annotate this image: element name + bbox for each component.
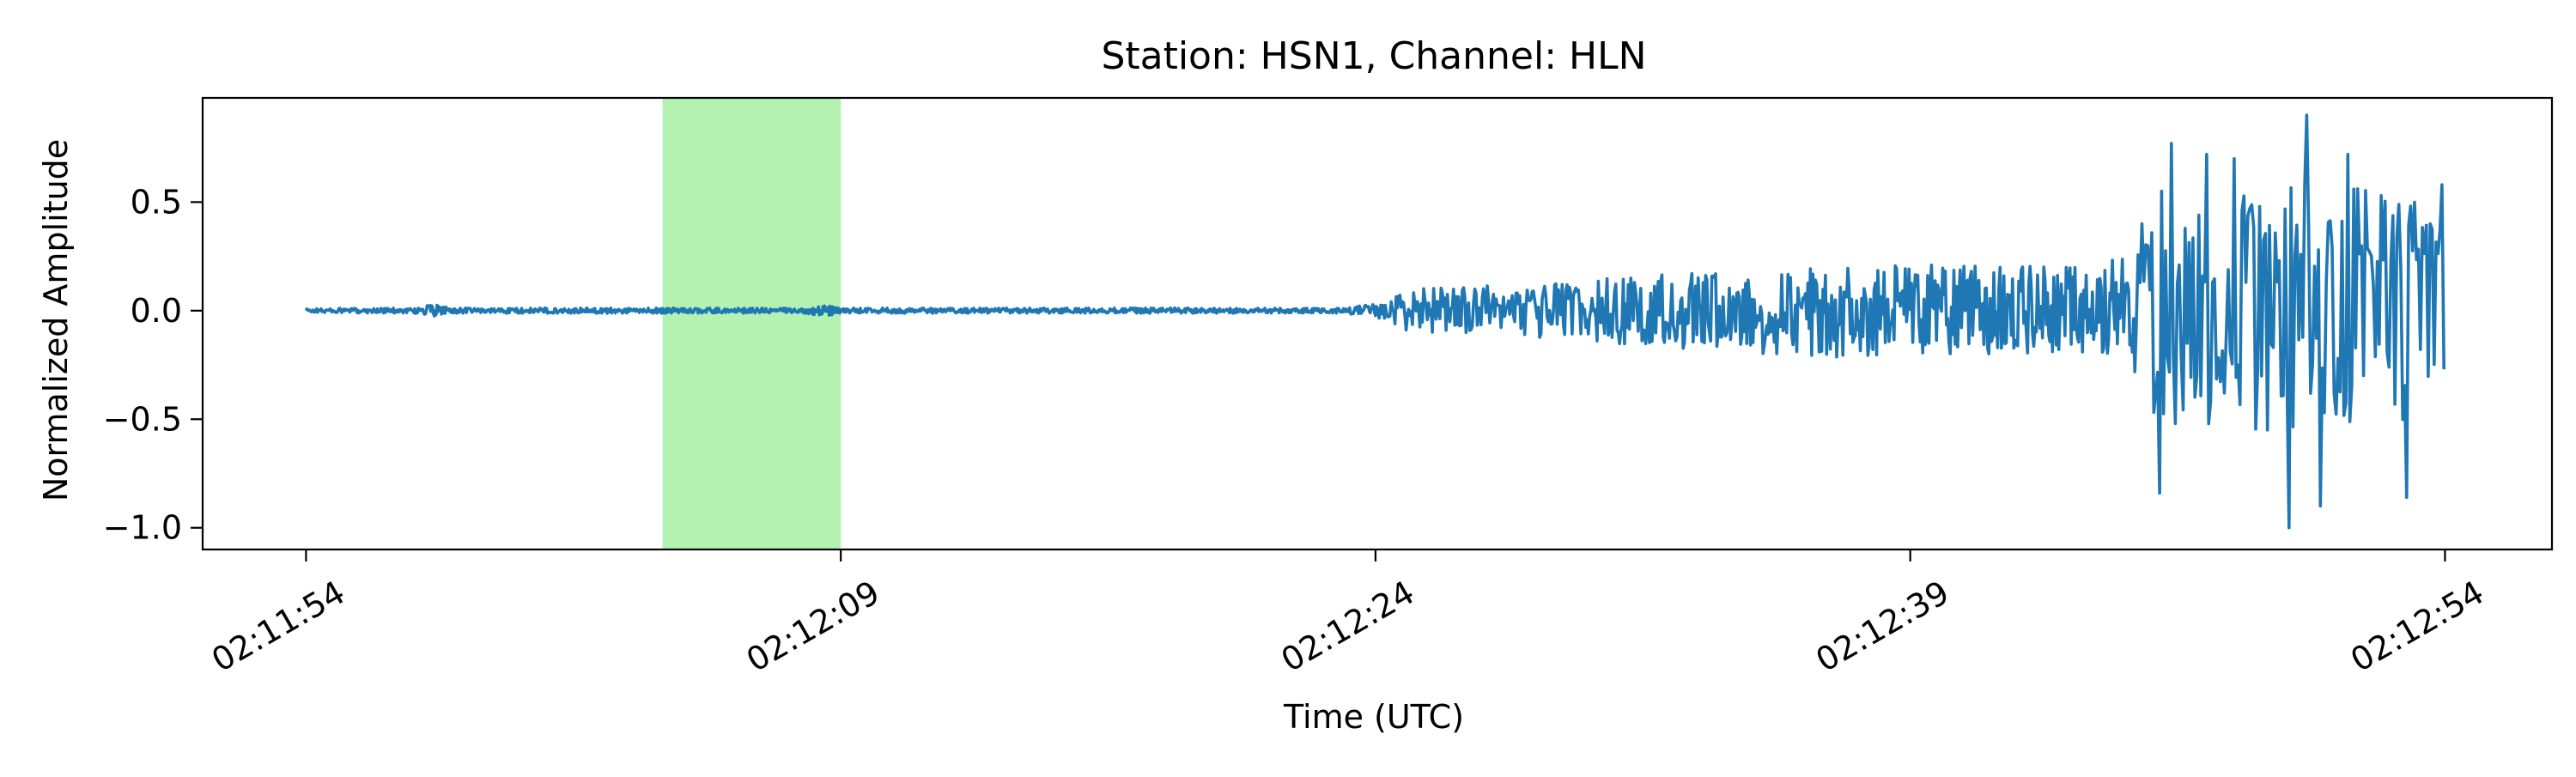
x-tick-label: 02:12:09 — [740, 574, 886, 679]
y-axis: 0.5 0.0 −0.5 −1.0 — [103, 183, 203, 547]
x-tick-label: 02:12:39 — [1809, 574, 1955, 679]
y-tick-label: 0.5 — [131, 183, 182, 221]
y-tick-label: −0.5 — [103, 400, 182, 438]
x-tick-label: 02:11:54 — [205, 574, 351, 679]
y-tick-label: 0.0 — [131, 292, 182, 330]
highlight-window — [662, 98, 841, 549]
x-tick-label: 02:12:54 — [2344, 574, 2490, 679]
x-axis-label: Time (UTC) — [1283, 698, 1464, 736]
y-axis-label: Normalized Amplitude — [37, 139, 75, 501]
waveform-line — [304, 113, 2445, 530]
x-tick-label: 02:12:24 — [1275, 574, 1421, 679]
chart-title: Station: HSN1, Channel: HLN — [1101, 34, 1646, 78]
y-tick-label: −1.0 — [103, 509, 182, 547]
plot-frame — [201, 96, 2554, 551]
x-axis: 02:11:54 02:12:09 02:12:24 02:12:39 02:12:54 — [205, 549, 2490, 679]
